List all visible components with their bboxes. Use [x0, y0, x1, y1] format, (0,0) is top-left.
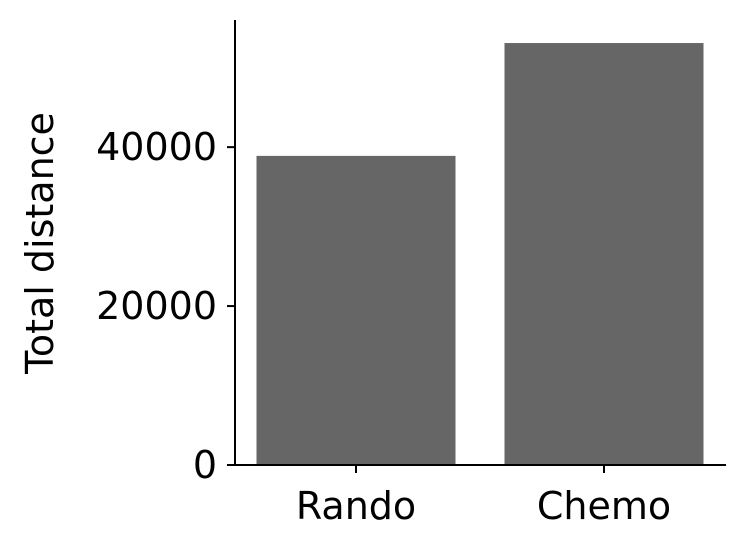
bars-group [256, 43, 704, 466]
y-tick-label-40000: 40000 [96, 125, 217, 169]
x-tick-label-rando: Rando [296, 484, 416, 528]
x-axis: Rando Chemo [234, 464, 726, 528]
y-axis-label: Total distance [18, 112, 62, 375]
bar-rando [256, 155, 456, 466]
x-tick-label-chemo: Chemo [537, 484, 671, 528]
bar-chemo [504, 43, 704, 465]
y-axis: 0 20000 40000 [96, 20, 236, 487]
y-tick-label-0: 0 [193, 443, 217, 487]
y-tick-label-20000: 20000 [96, 284, 217, 328]
